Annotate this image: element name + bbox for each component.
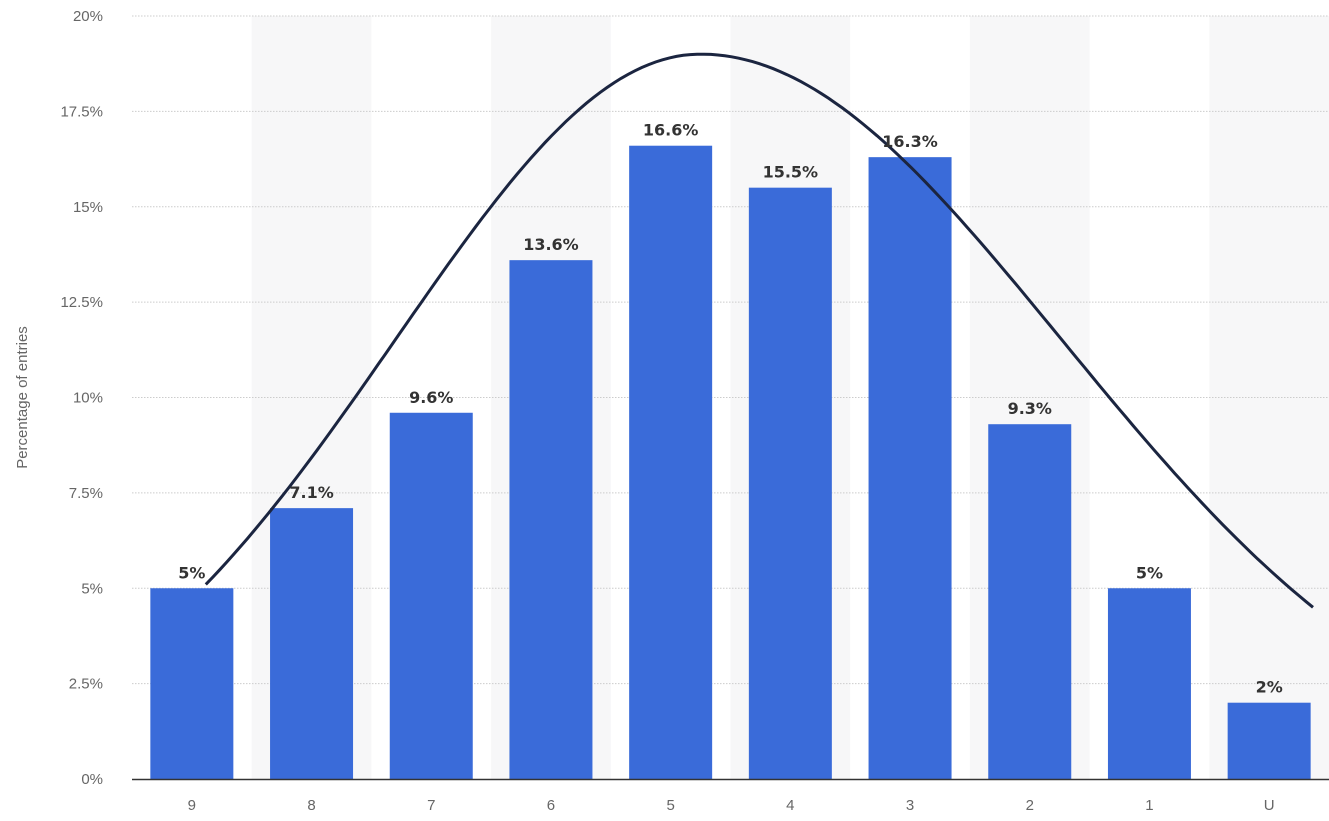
y-axis-title: Percentage of entries	[14, 326, 31, 469]
y-tick-label: 20%	[73, 8, 103, 25]
x-tick-label: U	[1264, 797, 1275, 814]
bar	[509, 260, 593, 779]
bar	[1227, 702, 1311, 779]
data-label: 13.6%	[523, 235, 579, 254]
bar	[270, 508, 354, 779]
data-label: 5%	[1136, 563, 1163, 582]
y-tick-label: 2.5%	[69, 676, 103, 693]
data-label: 16.6%	[643, 121, 699, 140]
bar	[868, 157, 952, 779]
data-label: 15.5%	[763, 163, 819, 182]
data-label: 5%	[178, 563, 205, 582]
y-tick-label: 12.5%	[60, 294, 103, 311]
x-tick-label: 3	[906, 797, 914, 814]
y-tick-label: 15%	[73, 199, 103, 216]
bars	[150, 145, 1311, 780]
x-tick-label: 7	[427, 797, 435, 814]
bar	[150, 588, 234, 779]
data-label: 9.6%	[409, 388, 453, 407]
x-tick-label: 1	[1145, 797, 1153, 814]
bar	[389, 412, 473, 779]
x-axis-ticks: 9 8 7 6 5 4 3 2 1 U	[188, 797, 1275, 814]
x-tick-label: 6	[547, 797, 555, 814]
y-tick-label: 10%	[73, 390, 103, 407]
y-tick-label: 0%	[81, 771, 103, 788]
bell-curve-layer	[204, 52, 1314, 609]
bar	[629, 145, 713, 779]
x-tick-label: 5	[666, 797, 674, 814]
bar	[748, 187, 832, 780]
data-label: 7.1%	[289, 483, 333, 502]
data-label: 16.3%	[882, 132, 938, 151]
data-label: 2%	[1256, 678, 1283, 697]
bar	[988, 424, 1072, 779]
data-label: 9.3%	[1008, 399, 1052, 418]
bell-curve	[204, 52, 1314, 609]
x-tick-label: 9	[188, 797, 196, 814]
x-tick-label: 8	[307, 797, 315, 814]
x-tick-label: 4	[786, 797, 794, 814]
y-tick-label: 17.5%	[60, 103, 103, 120]
y-tick-label: 5%	[81, 580, 103, 597]
x-tick-label: 2	[1026, 797, 1034, 814]
data-labels: 5% 7.1% 9.6% 13.6% 16.6% 15.5% 16.3% 9.3% 5% 2%	[178, 121, 1282, 697]
y-axis-ticks: 0% 2.5% 5% 7.5% 10% 12.5% 15% 17.5% 20%	[60, 8, 103, 788]
y-tick-label: 7.5%	[69, 485, 103, 502]
bar	[1107, 588, 1191, 779]
